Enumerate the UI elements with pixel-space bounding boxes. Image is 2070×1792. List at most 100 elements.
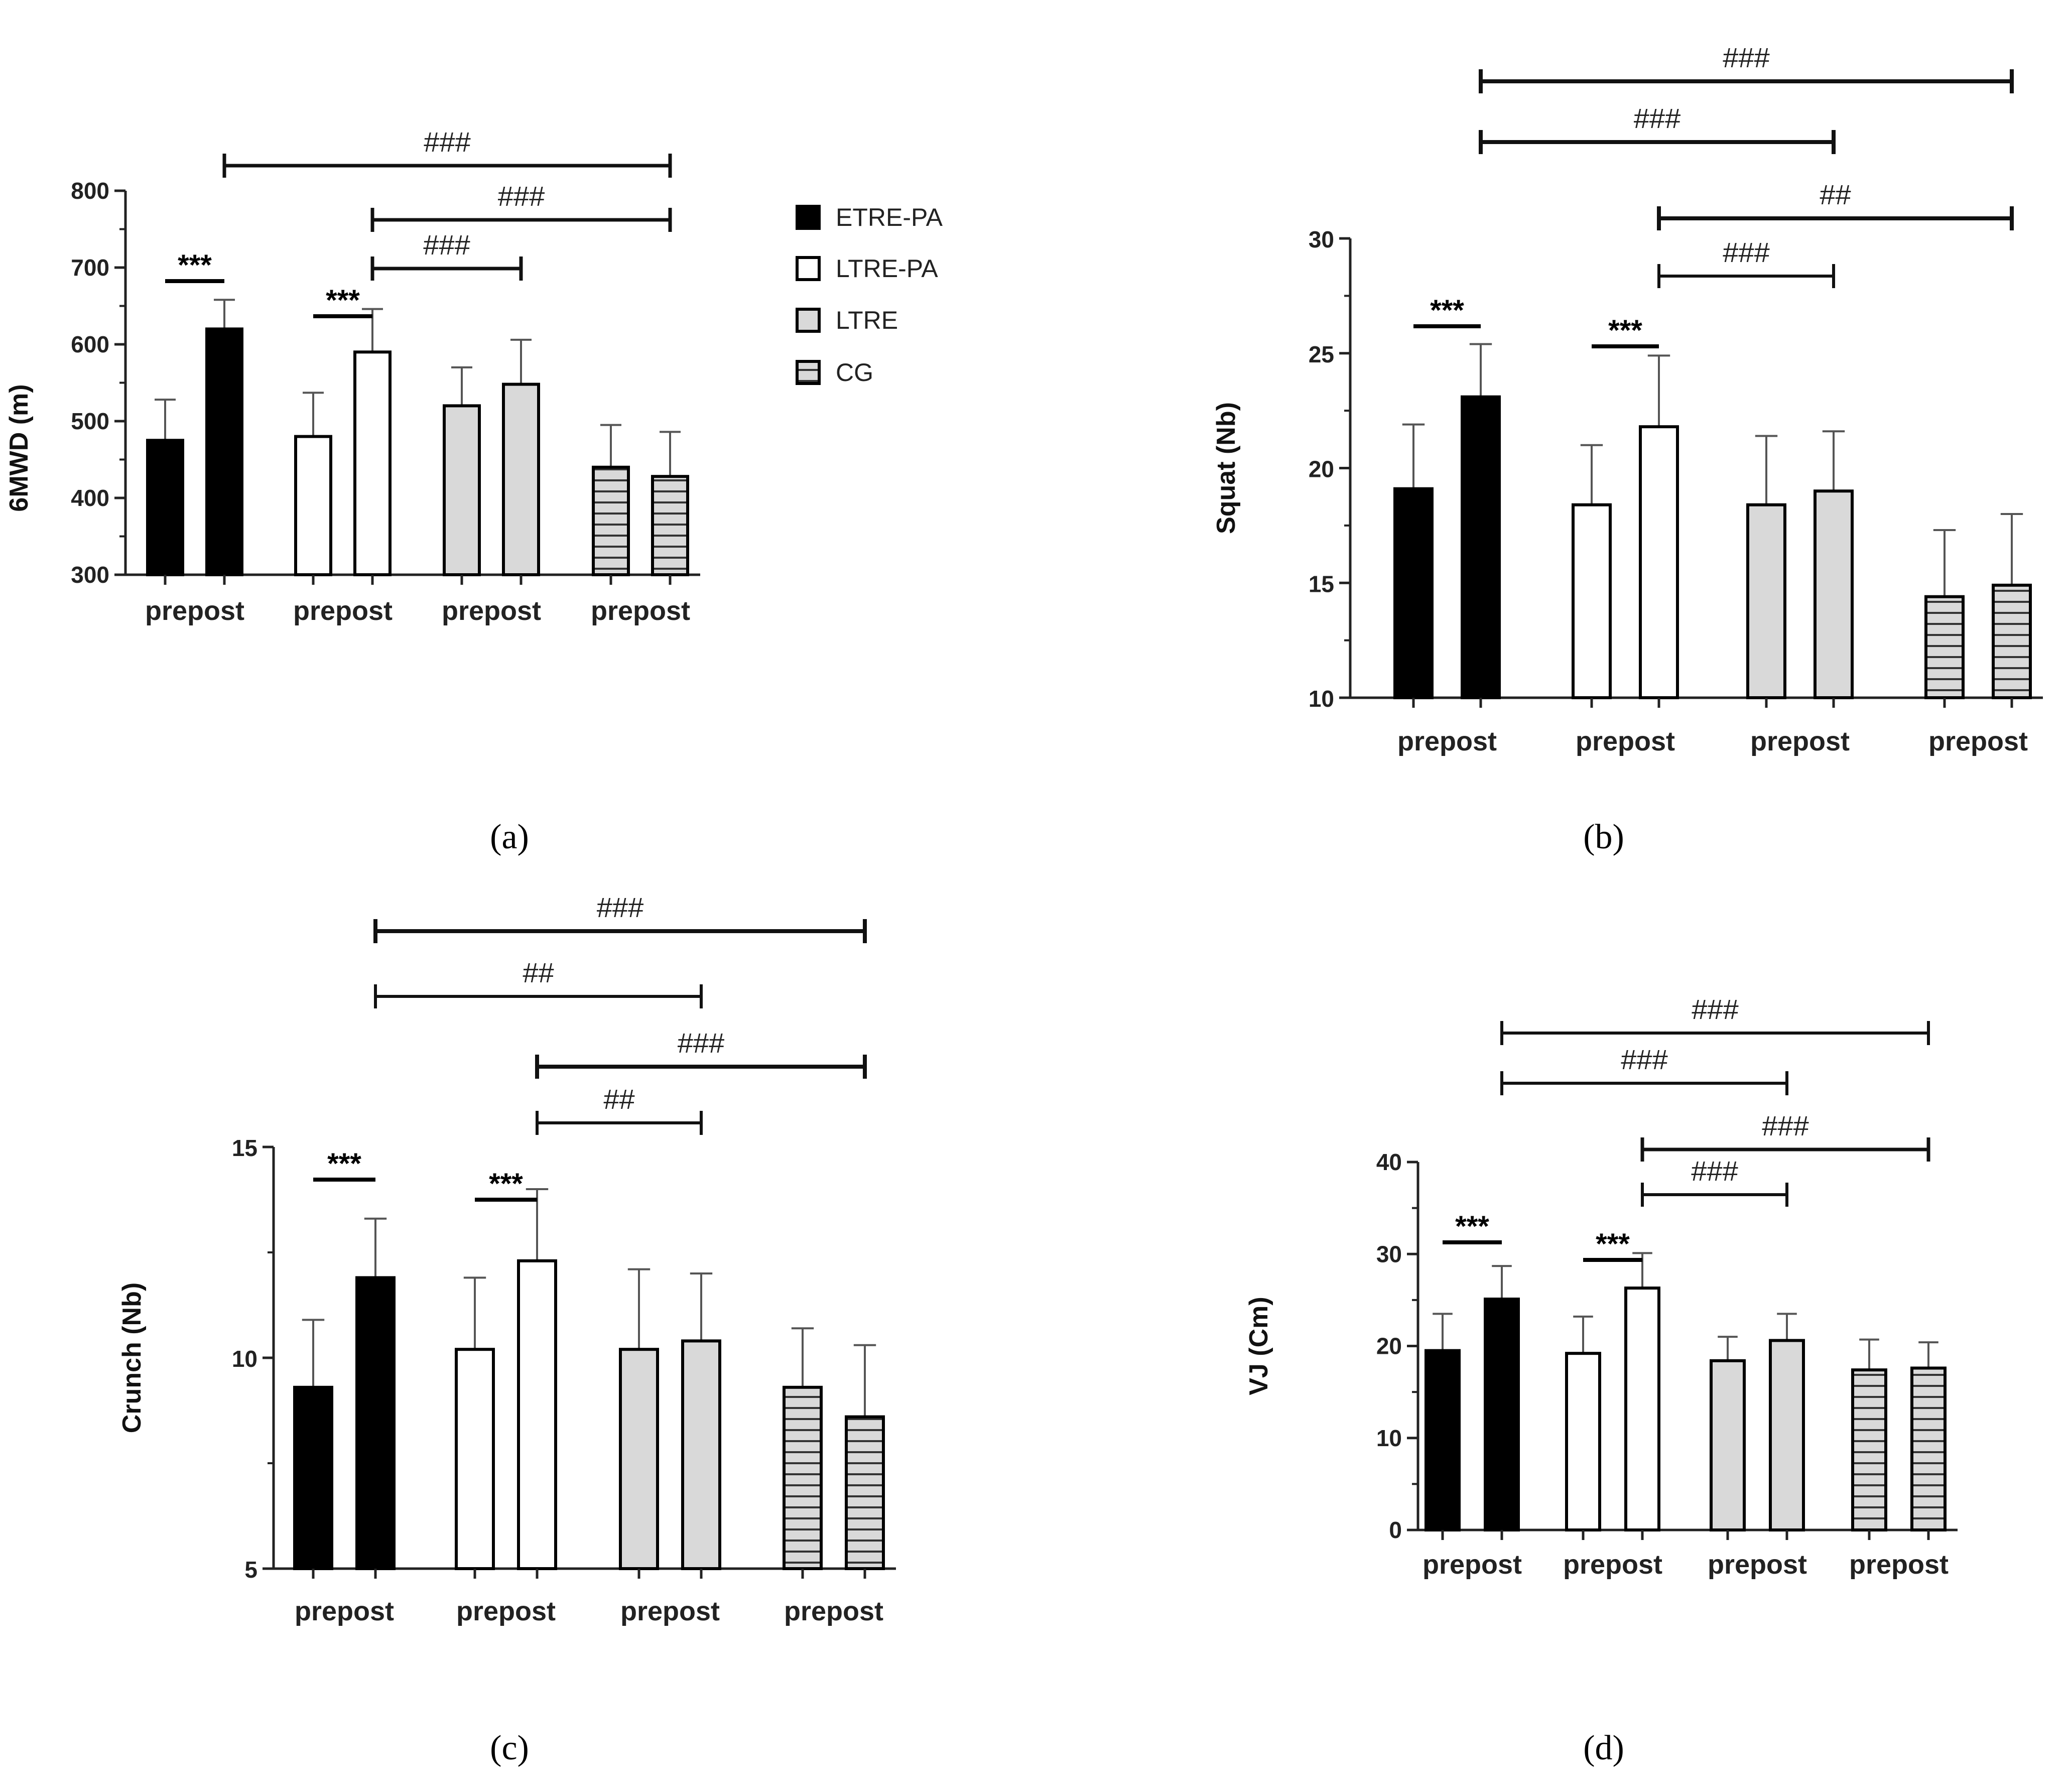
significance-label: ***	[327, 1147, 361, 1180]
bar-post-cg	[845, 1415, 885, 1571]
x-tick-label-post: post	[663, 1596, 720, 1626]
x-tick-label-pre: pre	[1563, 1550, 1605, 1580]
bar-pre-cg	[1924, 595, 1965, 699]
bar-pre-ltre-pa	[1565, 1352, 1601, 1531]
significance-label: ***	[1608, 314, 1642, 347]
bar-post-cg	[1910, 1366, 1947, 1531]
y-axis-title: Squat (Nb)	[1212, 402, 1241, 534]
x-tick-label-post: post	[335, 596, 393, 626]
bar-pre-cg	[592, 465, 630, 576]
bar-pre-cg	[783, 1385, 823, 1571]
bar-post-ltre-pa	[353, 350, 392, 576]
panel-caption: (d)	[1583, 1729, 1624, 1767]
comparison-label: ###	[678, 1027, 724, 1059]
y-tick-label: 10	[232, 1346, 257, 1372]
x-tick-label-pair: prepost	[442, 596, 541, 626]
x-tick-label-post: post	[484, 596, 541, 626]
x-tick-label-post: post	[1465, 1550, 1522, 1580]
comparison-label: ###	[1723, 236, 1769, 268]
legend-swatch-etre-pa	[796, 205, 821, 230]
legend-swatch-cg	[796, 360, 821, 385]
x-tick-label-pair: prepost	[145, 596, 244, 626]
bar-post-etre-pa	[1461, 395, 1501, 699]
y-tick-label: 800	[71, 178, 109, 204]
comparison-label: ###	[1692, 993, 1738, 1025]
legend-swatch-ltre-pa	[796, 256, 821, 281]
x-tick-label-pair: prepost	[591, 596, 690, 626]
bar-post-ltre	[1769, 1339, 1805, 1531]
x-tick-label-post: post	[826, 1596, 883, 1626]
significance-label: ***	[1455, 1210, 1489, 1243]
bar-post-ltre-pa	[1639, 425, 1679, 699]
bar-pre-etre-pa	[1425, 1349, 1461, 1532]
x-tick-label-pre: pre	[591, 596, 633, 626]
x-tick-label-pre: pre	[784, 1596, 826, 1626]
x-tick-label-pair: prepost	[1928, 726, 2028, 756]
legend-label: LTRE-PA	[836, 254, 938, 283]
bar-pre-ltre	[1746, 503, 1786, 699]
x-tick-label-pre: pre	[442, 596, 484, 626]
x-tick-label-pair: prepost	[295, 1596, 394, 1626]
y-tick-label: 20	[1309, 456, 1334, 482]
comparison-label: ###	[1723, 42, 1769, 73]
significance-label: ***	[326, 284, 360, 317]
x-tick-label-pre: pre	[1397, 726, 1440, 756]
significance-label: ***	[1430, 294, 1464, 327]
significance-label: ***	[489, 1168, 523, 1200]
legend-label: LTRE	[836, 306, 898, 334]
x-tick-label-post: post	[1605, 1550, 1662, 1580]
x-tick-label-pre: pre	[456, 1596, 498, 1626]
bar-pre-ltre	[443, 404, 481, 577]
x-tick-label-post: post	[1618, 726, 1675, 756]
legend-label: CG	[836, 358, 873, 387]
y-tick-label: 400	[71, 485, 109, 511]
x-tick-label-post: post	[1750, 1550, 1807, 1580]
x-tick-label-pre: pre	[620, 1596, 663, 1626]
x-tick-label-pair: prepost	[620, 1596, 720, 1626]
x-tick-label-post: post	[1792, 726, 1850, 756]
y-tick-label: 10	[1376, 1425, 1402, 1451]
y-tick-label: 15	[1309, 571, 1334, 597]
bar-pre-ltre	[1710, 1359, 1746, 1532]
significance-label: ***	[1596, 1228, 1630, 1260]
x-tick-label-pair: prepost	[293, 596, 393, 626]
comparison-label: ###	[1762, 1110, 1808, 1141]
comparison-label: ###	[1691, 1155, 1738, 1187]
comparison-label: ###	[423, 229, 470, 261]
bar-pre-ltre	[619, 1348, 659, 1570]
comparison-label: ###	[498, 180, 545, 212]
y-axis-title: 6MWD (m)	[5, 384, 34, 511]
bar-post-etre-pa	[205, 327, 243, 577]
y-tick-label: 20	[1376, 1333, 1402, 1359]
x-tick-label-pair: prepost	[1576, 726, 1675, 756]
comparison-label: ##	[1820, 179, 1851, 210]
comparison-label: ###	[597, 891, 643, 923]
comparison-label: ###	[424, 126, 470, 158]
panel-caption: (b)	[1583, 818, 1624, 856]
bar-pre-ltre-pa	[455, 1348, 495, 1570]
x-tick-label-post: post	[337, 1596, 394, 1626]
bar-pre-etre-pa	[1393, 487, 1434, 699]
bar-post-ltre	[502, 382, 540, 576]
bar-post-cg	[651, 475, 689, 576]
panel-caption: (a)	[490, 818, 529, 856]
x-tick-label-pre: pre	[293, 596, 335, 626]
bar-pre-etre-pa	[293, 1385, 333, 1571]
bar-pre-ltre-pa	[1572, 503, 1612, 699]
x-tick-label-post: post	[498, 1596, 556, 1626]
y-axis-title: VJ (Cm)	[1244, 1297, 1273, 1395]
bar-pre-cg	[1851, 1368, 1887, 1532]
significance-label: ***	[178, 249, 212, 282]
x-tick-label-pair: prepost	[456, 1596, 556, 1626]
bar-post-ltre	[681, 1339, 721, 1570]
bar-post-ltre-pa	[517, 1259, 557, 1571]
x-tick-label-pair: prepost	[1849, 1550, 1949, 1580]
y-tick-label: 5	[244, 1557, 257, 1583]
comparison-label: ###	[1634, 102, 1680, 134]
bar-post-etre-pa	[355, 1276, 396, 1570]
x-tick-label-post: post	[1971, 726, 2028, 756]
x-tick-label-pre: pre	[1928, 726, 1971, 756]
